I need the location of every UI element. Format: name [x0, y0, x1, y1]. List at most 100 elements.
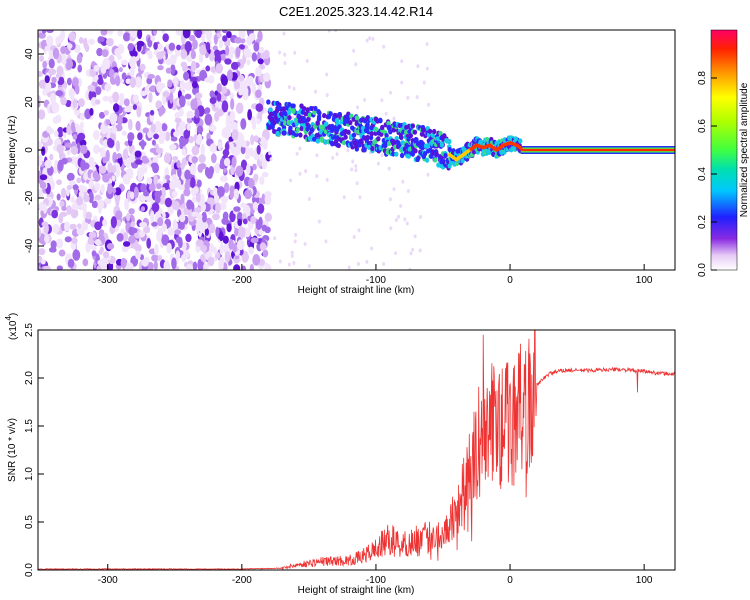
spectrogram-noise-cell: [358, 195, 362, 200]
spectrogram-noise-cell: [140, 139, 145, 150]
spectrogram-noise-cell: [153, 174, 158, 186]
spectrogram-ridge-cell: [343, 134, 348, 140]
spectrogram-noise-cell: [315, 174, 319, 179]
spectrogram-noise-cell: [403, 217, 407, 222]
spectrogram-ridge-cell: [369, 131, 374, 137]
spectrogram-noise-cell: [157, 82, 166, 89]
spectrogram-noise-cell: [261, 158, 268, 170]
spectrogram-noise-cell: [224, 58, 232, 65]
spectrogram-noise-cell: [200, 33, 206, 43]
spectrogram-noise-cell: [314, 89, 318, 94]
spectrogram-noise-cell: [115, 75, 121, 87]
spectrogram-noise-cell: [122, 241, 131, 247]
spectrogram-noise-cell: [137, 132, 143, 141]
spectrogram-noise-cell: [231, 129, 239, 141]
spectrogram-noise-cell: [83, 191, 88, 200]
spectrogram-ridge-cell: [394, 151, 399, 157]
spectrogram-noise-cell: [126, 168, 134, 180]
spectrogram-noise-cell: [295, 151, 299, 156]
spectrogram-noise-cell: [258, 152, 264, 162]
spectrogram-noise-cell: [303, 242, 307, 247]
spectrogram-noise-cell: [174, 112, 181, 119]
spectrogram-noise-cell: [210, 153, 217, 164]
spectrogram-noise-cell: [117, 30, 123, 37]
spectrogram-noise-cell: [123, 98, 130, 107]
spectrogram-noise-cell: [141, 158, 150, 164]
spectrogram-noise-cell: [102, 57, 111, 70]
spectrogram-noise-cell: [325, 177, 329, 182]
spectrogram-noise-cell: [287, 85, 291, 90]
spectrogram-noise-cell: [169, 91, 174, 104]
spectrogram-noise-cell: [145, 195, 153, 203]
spectrogram-noise-cell: [162, 91, 170, 98]
spectrogram-noise-cell: [67, 258, 75, 268]
spectrogram-noise-cell: [133, 94, 139, 104]
spectrogram-ridge-cell: [336, 142, 341, 149]
spectrogram-ridge-cell: [399, 152, 405, 159]
spectrogram-noise-cell: [88, 179, 94, 190]
spectrogram-noise-cell: [122, 232, 129, 242]
spectrogram-noise-cell: [79, 113, 86, 121]
spectrogram-noise-cell: [119, 77, 125, 84]
spectrogram-noise-cell: [287, 262, 291, 267]
spectrogram-noise-cell: [42, 60, 48, 69]
spectrogram-noise-cell: [293, 50, 297, 55]
spectrogram-noise-cell: [39, 181, 47, 190]
spectrogram-ridge-cell: [299, 125, 304, 132]
spectrogram-ridge-cell: [286, 109, 292, 116]
spectrogram-noise-cell: [111, 175, 116, 182]
spectrogram-noise-cell: [206, 197, 215, 205]
spectrogram-noise-cell: [53, 130, 59, 138]
spectrogram-noise-cell: [382, 44, 386, 49]
spectrogram-noise-cell: [207, 256, 215, 267]
spectrogram-noise-cell: [46, 35, 54, 47]
spectrogram-ridge-cell: [321, 112, 327, 119]
spectrogram-noise-cell: [253, 41, 260, 52]
spectrogram-noise-cell: [356, 262, 360, 267]
spectrogram-ridge-cell: [365, 122, 370, 128]
snr-y-tick-label: 1.0: [24, 467, 35, 481]
spectrogram-ridge-cell: [513, 136, 518, 142]
spectrogram-noise-cell: [392, 116, 396, 121]
spectrogram-noise-cell: [136, 167, 145, 179]
spectrogram-noise-cell: [44, 75, 50, 84]
spectrogram-noise-cell: [327, 30, 331, 33]
spectrogram-noise-cell: [246, 50, 253, 58]
spectrogram-noise-cell: [38, 248, 46, 256]
spectrogram-noise-cell: [201, 211, 207, 223]
spectrogram-ridge-cell: [290, 103, 295, 109]
spectrogram-noise-cell: [178, 221, 185, 230]
spectrogram-noise-cell: [42, 130, 50, 138]
spectrogram-noise-cell: [153, 260, 158, 270]
spectrogram-noise-cell: [426, 172, 430, 177]
spectrogram-noise-cell: [134, 150, 142, 158]
spectrogram-noise-cell: [180, 49, 188, 59]
spectrogram-noise-cell: [115, 124, 123, 132]
spectrogram-noise-cell: [56, 144, 64, 154]
spectrogram-noise-cell: [184, 169, 191, 180]
spectrogram-noise-cell: [252, 254, 261, 266]
spectrogram-noise-cell: [78, 98, 85, 108]
spectrogram-noise-cell: [197, 258, 203, 270]
spectrogram-noise-cell: [92, 170, 99, 180]
spectrogram-noise-cell: [290, 254, 294, 259]
spectrogram-noise-cell: [199, 44, 207, 56]
spectrogram-noise-cell: [138, 230, 146, 238]
spectrogram-noise-cell: [144, 85, 149, 95]
spectrogram-ridge-cell: [317, 110, 322, 116]
spectrogram-noise-cell: [74, 44, 81, 54]
spectrogram-ridge-cell: [291, 108, 296, 114]
spectrogram-noise-cell: [98, 249, 103, 255]
spectrogram-noise-cell: [219, 53, 228, 61]
spectrogram-noise-cell: [38, 188, 44, 199]
colorbar-tick-label: 0.8: [697, 71, 708, 85]
spectrogram-noise-cell: [363, 97, 367, 102]
spectrogram-noise-cell: [151, 139, 156, 146]
spectrogram-noise-cell: [218, 231, 224, 242]
spectrogram-noise-cell: [38, 71, 43, 78]
spectrogram-noise-cell: [133, 51, 138, 57]
spectrogram-noise-cell: [425, 42, 429, 47]
spectrogram-noise-cell: [251, 82, 257, 95]
spectrogram-noise-cell: [88, 231, 97, 239]
spectrogram-noise-cell: [350, 167, 354, 172]
